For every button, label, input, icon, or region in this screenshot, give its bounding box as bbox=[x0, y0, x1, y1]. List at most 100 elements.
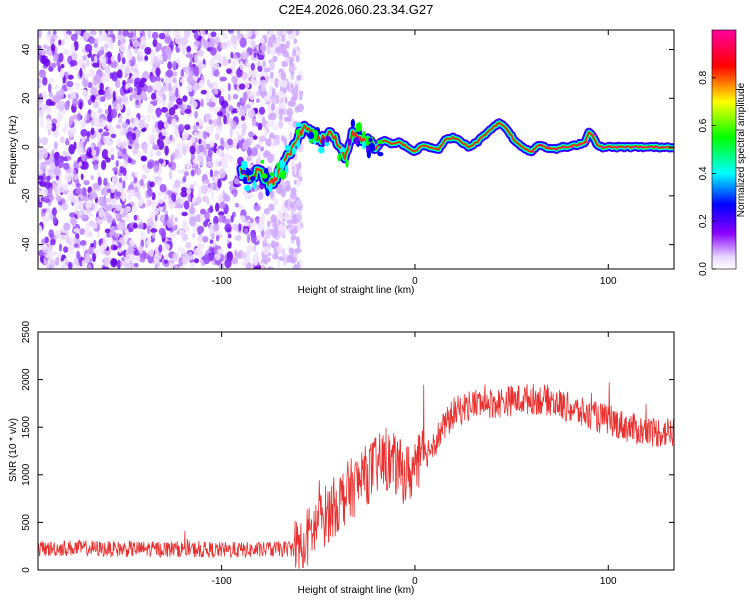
x-tick-label: -100 bbox=[212, 276, 232, 287]
noise-speckle bbox=[235, 131, 240, 136]
noise-speckle bbox=[47, 83, 52, 93]
noise-speckle bbox=[293, 165, 297, 175]
noise-speckle bbox=[148, 249, 154, 257]
noise-speckle bbox=[76, 30, 82, 35]
noise-speckle bbox=[213, 55, 217, 61]
ridge-blob bbox=[284, 165, 289, 174]
noise-speckle bbox=[54, 95, 61, 104]
noise-speckle bbox=[138, 245, 144, 255]
noise-speckle bbox=[94, 73, 101, 84]
noise-speckle bbox=[233, 137, 238, 148]
noise-speckle bbox=[275, 37, 282, 45]
noise-speckle bbox=[143, 96, 148, 102]
y-tick-label: 40 bbox=[21, 44, 32, 56]
top-plot-frame bbox=[37, 29, 675, 270]
noise-speckle bbox=[292, 30, 296, 38]
noise-speckle bbox=[104, 206, 108, 215]
noise-speckle bbox=[289, 201, 295, 209]
noise-speckle bbox=[167, 102, 172, 109]
noise-speckle bbox=[80, 129, 88, 137]
noise-speckle bbox=[70, 91, 77, 101]
noise-speckle bbox=[177, 266, 185, 269]
noise-speckle bbox=[199, 208, 207, 215]
noise-speckle bbox=[42, 44, 48, 49]
noise-speckle bbox=[98, 207, 105, 218]
noise-speckle bbox=[55, 195, 62, 202]
noise-speckle bbox=[236, 30, 241, 35]
noise-speckle bbox=[246, 30, 253, 38]
noise-speckle bbox=[213, 170, 220, 175]
noise-speckle bbox=[267, 153, 274, 164]
noise-speckle bbox=[226, 238, 230, 244]
noise-speckle bbox=[209, 101, 216, 108]
noise-speckle bbox=[147, 188, 153, 197]
noise-speckle bbox=[212, 223, 220, 232]
noise-speckle bbox=[249, 137, 254, 143]
noise-speckle bbox=[118, 98, 122, 105]
noise-speckle bbox=[274, 77, 279, 88]
ridge-blob bbox=[350, 118, 356, 128]
noise-speckle bbox=[224, 258, 232, 269]
noise-speckle bbox=[51, 62, 57, 68]
ridge-blob bbox=[325, 135, 330, 143]
chart-title: C2E4.2026.060.23.34.G27 bbox=[279, 2, 434, 17]
noise-speckle bbox=[62, 162, 70, 170]
noise-speckle bbox=[172, 252, 179, 262]
noise-speckle bbox=[217, 178, 222, 189]
noise-speckle bbox=[86, 137, 90, 143]
noise-speckle bbox=[267, 266, 274, 269]
noise-speckle bbox=[40, 187, 48, 197]
bottom-y-axis-label: SNR (10 * v/v) bbox=[8, 418, 19, 482]
noise-speckle bbox=[88, 245, 94, 255]
noise-speckle bbox=[91, 149, 97, 157]
noise-speckle bbox=[43, 259, 48, 265]
noise-speckle bbox=[238, 109, 246, 118]
ridge-blob bbox=[340, 147, 346, 153]
noise-speckle bbox=[85, 253, 89, 263]
noise-speckle bbox=[80, 173, 84, 180]
noise-speckle bbox=[133, 222, 138, 229]
noise-speckle bbox=[280, 135, 286, 142]
noise-speckle bbox=[177, 169, 185, 174]
noise-speckle bbox=[102, 235, 108, 245]
noise-speckle bbox=[81, 63, 86, 70]
noise-speckle bbox=[125, 205, 131, 213]
noise-speckle bbox=[239, 215, 246, 222]
noise-speckle bbox=[238, 223, 242, 232]
noise-speckle bbox=[202, 30, 206, 36]
noise-speckle bbox=[266, 220, 271, 228]
noise-speckle bbox=[75, 182, 81, 188]
noise-speckle bbox=[86, 59, 90, 67]
noise-speckle bbox=[133, 117, 140, 128]
noise-speckle bbox=[271, 141, 275, 147]
noise-speckle bbox=[82, 31, 89, 42]
noise-speckle bbox=[45, 98, 53, 106]
noise-speckle bbox=[96, 95, 101, 102]
noise-speckle bbox=[233, 83, 238, 90]
noise-speckle bbox=[38, 136, 41, 147]
noise-speckle bbox=[129, 239, 135, 246]
noise-speckle bbox=[175, 87, 179, 98]
noise-speckle bbox=[82, 122, 86, 131]
noise-speckle bbox=[134, 77, 142, 85]
noise-speckle bbox=[46, 175, 51, 182]
noise-speckle bbox=[237, 135, 244, 141]
noise-speckle bbox=[127, 30, 134, 39]
noise-speckle bbox=[166, 218, 174, 229]
noise-speckle bbox=[238, 83, 246, 90]
noise-speckle bbox=[164, 145, 169, 156]
noise-speckle bbox=[255, 144, 261, 150]
noise-speckle bbox=[47, 168, 52, 174]
noise-speckle bbox=[93, 100, 100, 109]
noise-speckle bbox=[262, 43, 266, 53]
noise-speckle bbox=[77, 200, 84, 209]
noise-speckle bbox=[268, 203, 275, 212]
ridge-blob bbox=[245, 169, 252, 176]
noise-speckle bbox=[286, 255, 292, 263]
noise-speckle bbox=[260, 146, 265, 152]
noise-speckle bbox=[228, 105, 234, 112]
noise-speckle bbox=[158, 158, 164, 164]
noise-speckle bbox=[90, 127, 95, 136]
noise-speckle bbox=[284, 185, 292, 192]
noise-speckle bbox=[151, 92, 157, 100]
